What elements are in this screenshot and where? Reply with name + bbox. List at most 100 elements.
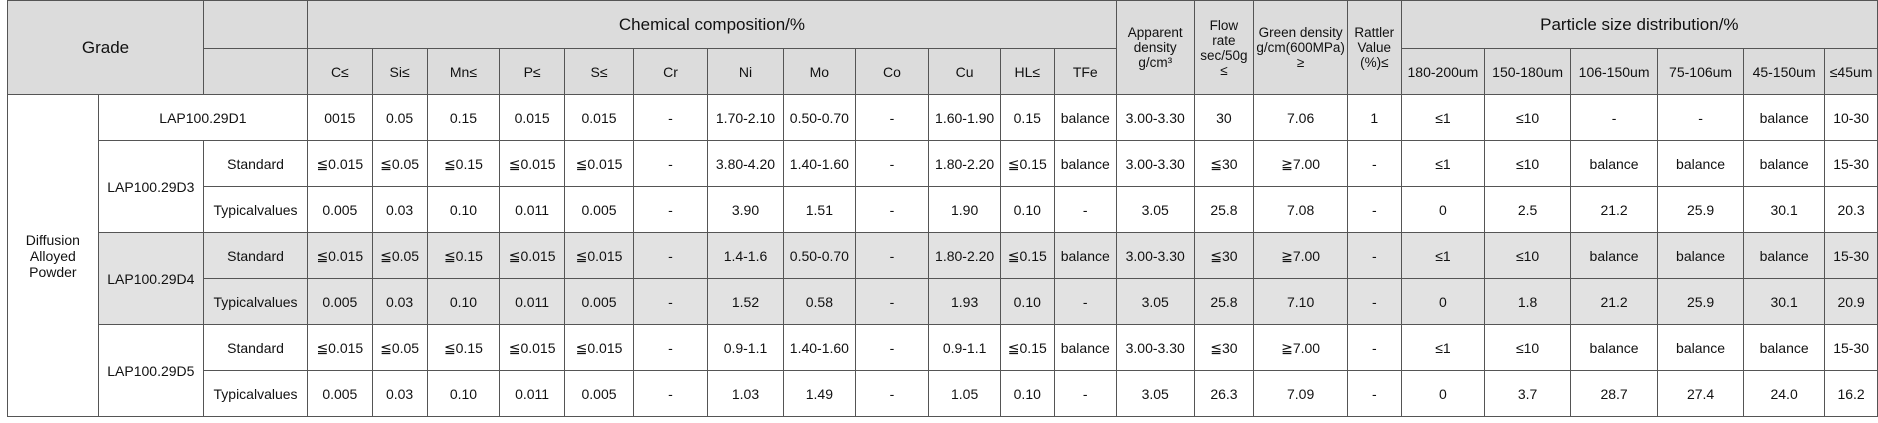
table-cell: 0.015 xyxy=(499,94,565,141)
table-cell: ≤1 xyxy=(1400,94,1486,141)
table-cell: 25.8 xyxy=(1193,186,1255,233)
table-cell: - xyxy=(633,140,708,187)
table-cell: 1.93 xyxy=(928,278,1001,325)
table-cell: 0.10 xyxy=(426,278,501,325)
table-cell: 0.15 xyxy=(999,94,1055,141)
table-cell: 3.90 xyxy=(706,186,785,233)
table-cell: 0.9-1.1 xyxy=(706,324,785,371)
table-cell: ≦0.15 xyxy=(426,324,501,371)
header-cell: Rattler Value (%)≤ xyxy=(1346,0,1402,95)
table-cell: 0.50-0.70 xyxy=(783,232,856,279)
table-row: LAP100.29D5 Standard ≦0.015 ≦0.05 ≦0.15 ≦0.01… xyxy=(8,324,1878,417)
table-cell: 1.40-1.60 xyxy=(783,140,856,187)
table-cell: ≦0.015 xyxy=(307,140,373,187)
table-cell: ≦0.15 xyxy=(999,232,1055,279)
row-label: Typicalvalues xyxy=(202,370,309,417)
column-header: 45-150um xyxy=(1743,48,1826,95)
table-cell: 1.03 xyxy=(706,370,785,417)
table-cell: 0.10 xyxy=(999,186,1055,233)
table-cell: 0.03 xyxy=(371,186,428,233)
table-cell: - xyxy=(854,232,930,279)
table-cell: 0.05 xyxy=(371,94,428,141)
table-cell: 25.9 xyxy=(1657,186,1745,233)
table-cell: ≦0.015 xyxy=(563,324,635,371)
row-label: Standard xyxy=(202,232,309,279)
column-header: Cu xyxy=(928,48,1001,95)
table-cell: 1.80-2.20 xyxy=(928,232,1001,279)
table-cell: ≦30 xyxy=(1193,324,1255,371)
table-cell: 30.1 xyxy=(1743,186,1826,233)
header-cell: Green density g/cm(600MPa) ≥ xyxy=(1253,0,1348,95)
header-cell: Flow rate sec/50g ≤ xyxy=(1193,0,1255,95)
table-cell: 20.3 xyxy=(1824,186,1878,233)
table-cell: 10-30 xyxy=(1824,94,1878,141)
table-cell: 3.80-4.20 xyxy=(706,140,785,187)
table-cell: ≦0.15 xyxy=(999,140,1055,187)
column-header: C≤ xyxy=(307,48,373,95)
table-cell: 1.51 xyxy=(783,186,856,233)
table-cell: ≦0.15 xyxy=(999,324,1055,371)
table-cell: 3.00-3.30 xyxy=(1115,324,1195,371)
header-cell: Grade xyxy=(7,0,204,95)
column-header: ≤45um xyxy=(1824,48,1878,95)
table-cell: - xyxy=(1346,278,1402,325)
table-cell: 26.3 xyxy=(1193,370,1255,417)
table-cell: 0.011 xyxy=(499,278,565,325)
table-cell: 2.5 xyxy=(1484,186,1572,233)
table-cell: - xyxy=(854,94,930,141)
column-header: Si≤ xyxy=(371,48,428,95)
table-cell: balance xyxy=(1053,140,1117,187)
column-header: 180-200um xyxy=(1400,48,1486,95)
table-cell: 27.4 xyxy=(1657,370,1745,417)
table-cell: ≦0.015 xyxy=(499,232,565,279)
table-cell: balance xyxy=(1657,324,1745,371)
table-cell: - xyxy=(854,140,930,187)
column-header: HL≤ xyxy=(999,48,1055,95)
table-row: Grade Chemical composition/% Apparent dens… xyxy=(7,0,1878,95)
table-cell: 0.03 xyxy=(371,370,428,417)
table-cell: 20.9 xyxy=(1824,278,1878,325)
table-cell: ≦0.015 xyxy=(499,140,565,187)
table-cell: 0.005 xyxy=(307,370,373,417)
header-cell: Particle size distribution/% xyxy=(1400,0,1878,49)
table-cell: balance xyxy=(1743,232,1826,279)
table-cell: balance xyxy=(1743,94,1826,141)
table-cell: ≤10 xyxy=(1484,94,1572,141)
table-row: Diffusion Alloyed Powder LAP100.29D1 0015 0… xyxy=(7,94,1878,417)
row-label: Standard xyxy=(202,140,309,187)
table-cell: - xyxy=(1053,278,1117,325)
table-cell: balance xyxy=(1570,324,1659,371)
table-cell: 25.9 xyxy=(1657,278,1745,325)
table-cell: ≦0.15 xyxy=(426,232,501,279)
column-header: 75-106um xyxy=(1657,48,1745,95)
grade-name: LAP100.29D5 xyxy=(97,324,205,417)
table-cell: balance xyxy=(1743,140,1826,187)
header-cell: Apparent density g/cm³ xyxy=(1115,0,1195,95)
table-cell: 3.05 xyxy=(1115,370,1195,417)
header-cell xyxy=(202,48,309,95)
table-cell: - xyxy=(854,278,930,325)
grade-name: LAP100.29D3 xyxy=(97,140,205,233)
table-cell: balance xyxy=(1053,232,1117,279)
table-cell: 30.1 xyxy=(1743,278,1826,325)
table-cell: ≦0.015 xyxy=(307,232,373,279)
table-cell: 0.10 xyxy=(426,186,501,233)
table-cell: 0.10 xyxy=(999,370,1055,417)
table-cell: 7.08 xyxy=(1253,186,1348,233)
column-header: Cr xyxy=(633,48,708,95)
table-cell: 0.50-0.70 xyxy=(783,94,856,141)
table-cell: 0.005 xyxy=(307,186,373,233)
table-row: Typicalvalues 0.005 0.03 0.10 0.011 0.005-1.0… xyxy=(8,370,1878,417)
table-cell: balance xyxy=(1657,140,1745,187)
table-cell: 1.90 xyxy=(928,186,1001,233)
table-cell: ≤10 xyxy=(1484,324,1572,371)
table-row: Typicalvalues 0.005 0.03 0.10 0.011 0.005-3.9… xyxy=(8,186,1878,233)
table-cell: - xyxy=(1053,370,1117,417)
table-cell: 3.05 xyxy=(1115,278,1195,325)
table-cell: 1.60-1.90 xyxy=(928,94,1001,141)
table-cell: ≦0.05 xyxy=(371,324,428,371)
table-cell: 0.9-1.1 xyxy=(928,324,1001,371)
column-header: Ni xyxy=(706,48,785,95)
grade-name: LAP100.29D1 xyxy=(97,94,309,141)
table: Grade Chemical composition/% Apparent dens… xyxy=(7,0,1878,417)
